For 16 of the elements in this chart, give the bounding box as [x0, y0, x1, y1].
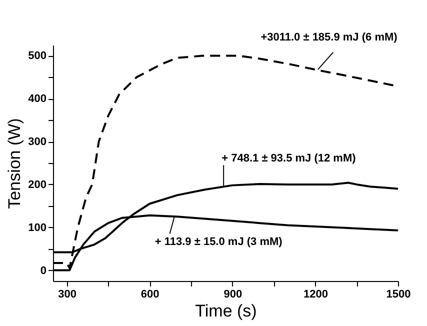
annotation: + 748.1 ± 93.5 mJ (12 mM) — [222, 152, 356, 164]
x-tick-label: 600 — [140, 288, 160, 300]
x-tick-label: 1500 — [386, 288, 411, 300]
annotation: +3011.0 ± 185.9 mJ (6 mM) — [260, 31, 398, 44]
y-tick-label: 200 — [28, 178, 46, 191]
y-tick-label: 400 — [28, 93, 46, 106]
y-axis-title: Tension (W) — [5, 118, 24, 209]
annotation: + 113.9 ± 15.0 mJ (3 mM) — [154, 236, 283, 248]
x-tick-label: 1200 — [303, 288, 328, 300]
x-axis-title: Time (s) — [195, 302, 257, 320]
y-tick-label: 500 — [28, 50, 46, 62]
x-tick-label: 300 — [58, 288, 76, 300]
x-tick-label: 900 — [224, 288, 242, 300]
y-tick-label: 300 — [28, 136, 46, 148]
y-tick-label: 0 — [40, 264, 46, 277]
y-tick-label: 100 — [28, 222, 46, 234]
